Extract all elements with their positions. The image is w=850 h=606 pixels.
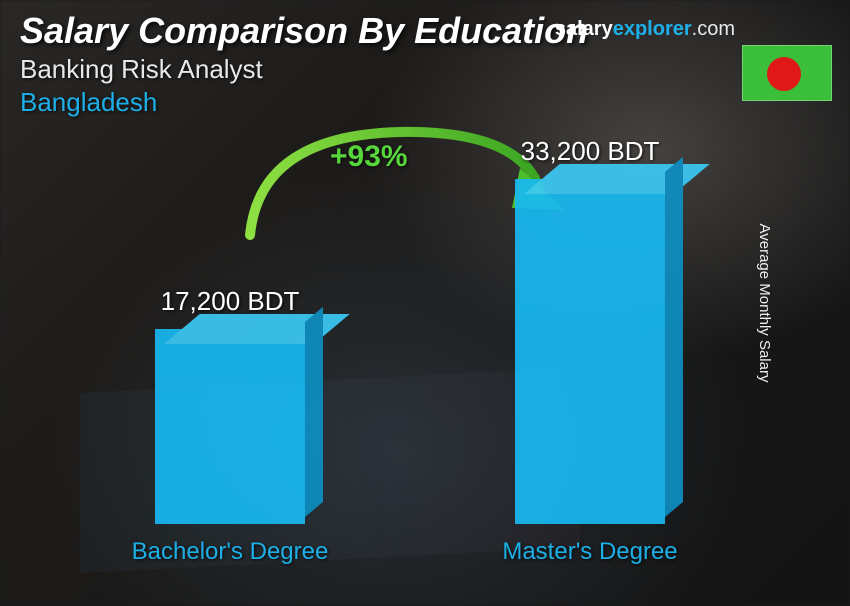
bar-group-bachelor: 17,200 BDT Bachelor's Degree bbox=[130, 286, 330, 566]
bar-value-label: 17,200 BDT bbox=[130, 286, 330, 317]
bar-category-label: Bachelor's Degree bbox=[130, 538, 330, 566]
flag-disc bbox=[767, 57, 801, 91]
brand-part2: explorer bbox=[613, 18, 692, 40]
chart-container: Salary Comparison By Education Banking R… bbox=[0, 0, 850, 606]
bar-3d bbox=[515, 179, 665, 524]
percent-increase-label: +93% bbox=[330, 140, 408, 174]
country-label: Bangladesh bbox=[20, 87, 830, 118]
bar-group-master: 33,200 BDT Master's Degree bbox=[490, 136, 690, 566]
bar-side-face bbox=[305, 306, 323, 516]
country-flag bbox=[742, 45, 832, 101]
brand-part1: salary bbox=[555, 18, 613, 40]
bar-3d bbox=[155, 329, 305, 524]
bar-front-face bbox=[515, 179, 665, 524]
job-subtitle: Banking Risk Analyst bbox=[20, 54, 830, 85]
bar-front-face bbox=[155, 329, 305, 524]
bar-value-label: 33,200 BDT bbox=[490, 136, 690, 167]
bar-side-face bbox=[665, 156, 683, 516]
brand-logo: salaryexplorer.com bbox=[555, 18, 735, 41]
chart-area: +93% 17,200 BDT Bachelor's Degree 33,200… bbox=[70, 150, 780, 566]
bar-category-label: Master's Degree bbox=[490, 538, 690, 566]
brand-part3: .com bbox=[692, 18, 735, 40]
